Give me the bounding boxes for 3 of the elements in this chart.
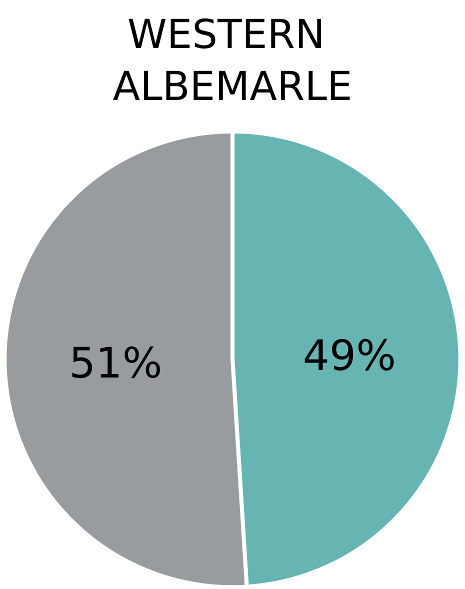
data-label: 51%: [68, 338, 162, 388]
data-label: 49%: [302, 331, 396, 380]
chart-title: WESTERN ALBEMARLE: [112, 12, 352, 110]
